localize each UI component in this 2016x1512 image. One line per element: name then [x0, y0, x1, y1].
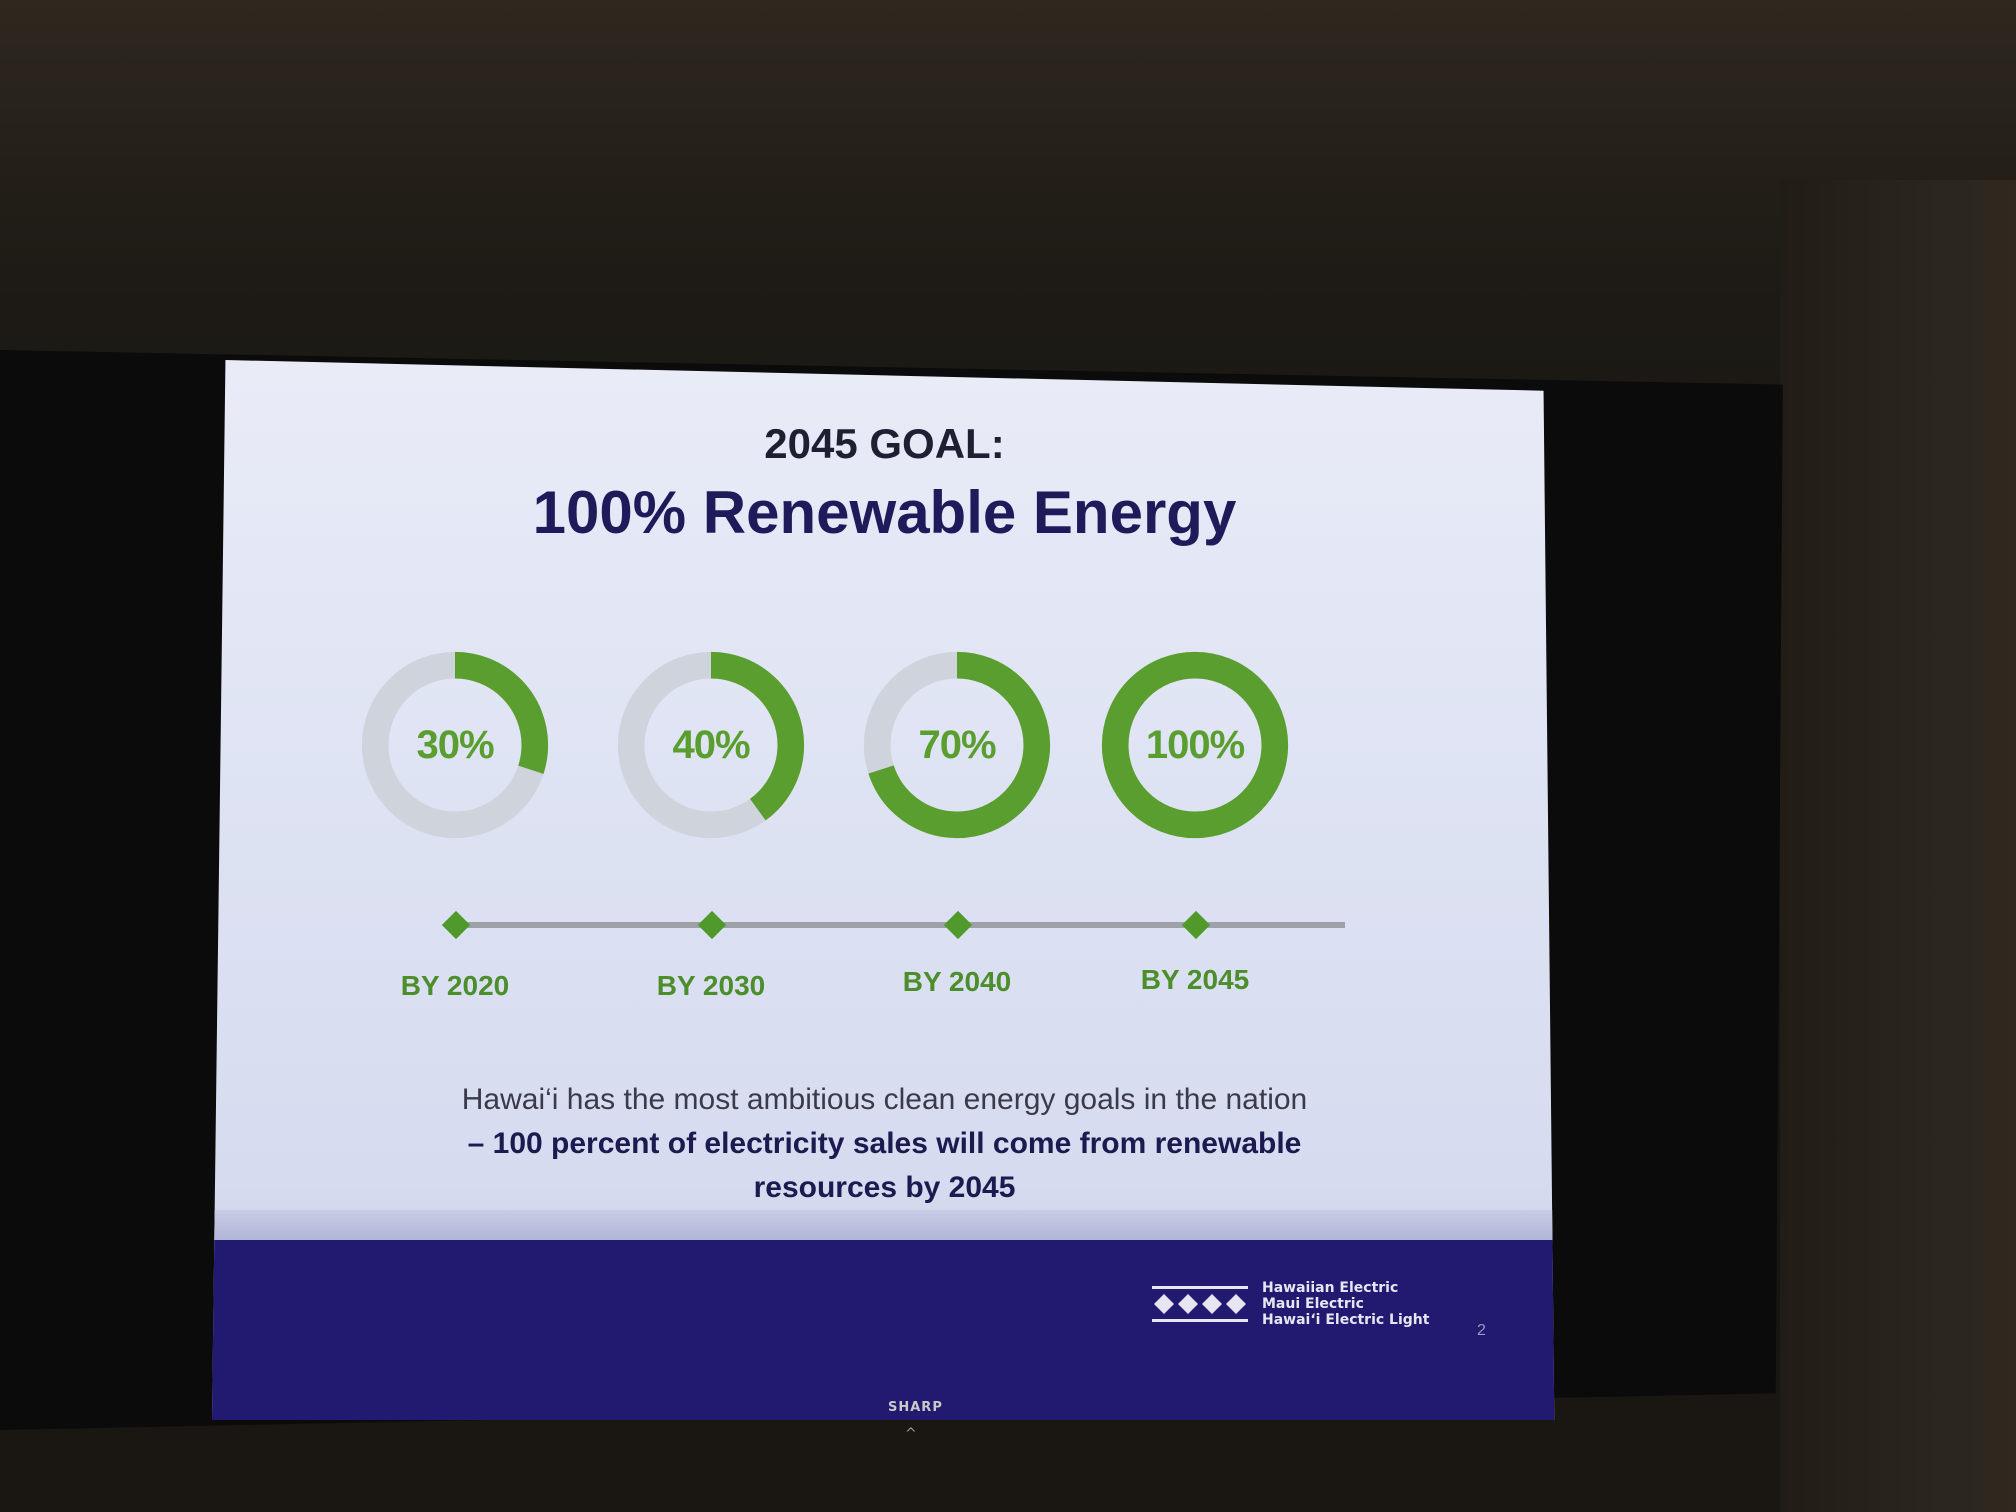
timeline-marker-2040	[943, 910, 973, 940]
tv-indicator-icon: ^	[905, 1426, 917, 1442]
donut-fill-arc	[863, 651, 1051, 839]
presentation-slide: 2045 GOAL: 100% Renewable Energy 30% 40%	[212, 360, 1555, 1420]
year-label-2030: BY 2030	[656, 970, 766, 1001]
donut-percent-label: 100%	[1145, 722, 1245, 767]
year-label-2045: BY 2045	[1140, 964, 1250, 995]
company-logo: Hawaiian Electric Maui Electric Hawai‘i …	[1152, 1280, 1429, 1328]
goal-donut-2020: 30%	[360, 650, 550, 840]
timeline-marker-2030	[697, 910, 727, 940]
donut-ring-2020	[361, 651, 549, 839]
donut-ring-2040	[863, 651, 1051, 839]
slide-title: 100% Renewable Energy	[532, 479, 1237, 546]
room-wall	[1780, 180, 2016, 1512]
caption-line-1: Hawai‘i has the most ambitious clean ene…	[461, 1083, 1308, 1116]
donut-percent-label: 70%	[918, 722, 996, 767]
slide-page-number: 2	[1477, 1322, 1486, 1339]
timeline-marker-2045	[1181, 910, 1211, 940]
goal-donut-2030: 40%	[616, 650, 806, 840]
year-label-2020: BY 2020	[400, 970, 510, 1001]
donut-percent-label: 40%	[672, 722, 750, 767]
caption-line-2: – 100 percent of electricity sales will …	[467, 1127, 1302, 1160]
caption-line-3: resources by 2045	[753, 1171, 1016, 1204]
timeline-marker-2020	[441, 910, 471, 940]
logo-line-3: Hawai‘i Electric Light	[1262, 1312, 1430, 1328]
slide-kicker: 2045 GOAL:	[764, 420, 1005, 467]
donut-ring-2030	[617, 651, 805, 839]
donut-percent-label: 30%	[416, 722, 494, 767]
goal-donut-2045: 100%	[1100, 650, 1290, 840]
footer-band	[212, 1240, 1555, 1420]
donut-fill-arc	[617, 651, 805, 839]
donut-fill-arc	[361, 651, 549, 839]
year-label-2040: BY 2040	[902, 966, 1012, 997]
logo-line-1: Hawaiian Electric	[1262, 1280, 1399, 1296]
room-ceiling	[0, 0, 2016, 200]
logo-company-names: Hawaiian Electric Maui Electric Hawai‘i …	[1262, 1280, 1429, 1328]
logo-line-2: Maui Electric	[1262, 1296, 1364, 1312]
slide-caption: Hawai‘i has the most ambitious clean ene…	[212, 1078, 1554, 1210]
tv-brand-label: SHARP	[888, 1400, 943, 1415]
donut-ring-2045	[1101, 651, 1289, 839]
goal-donut-2040: 70%	[862, 650, 1052, 840]
donut-fill-arc	[1101, 651, 1289, 839]
logo-mark-icon	[1152, 1286, 1248, 1322]
timeline-line	[455, 922, 1345, 928]
